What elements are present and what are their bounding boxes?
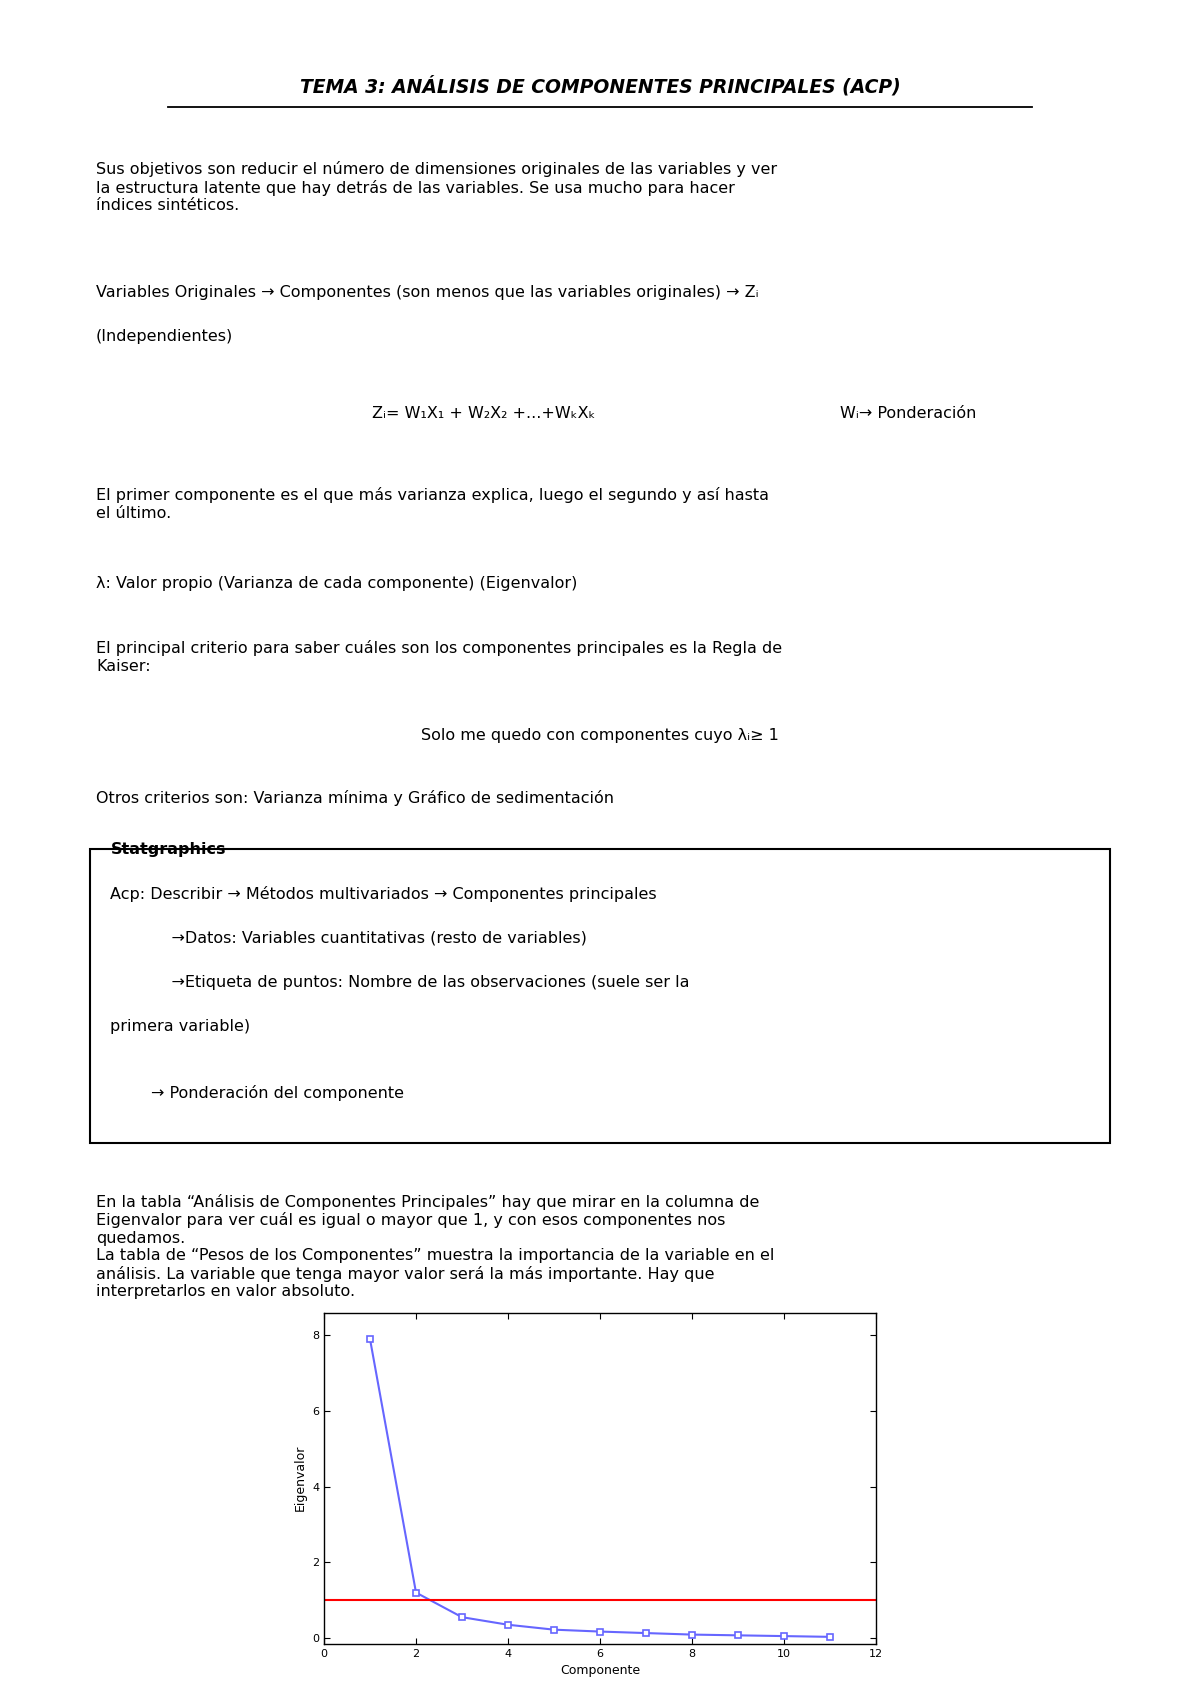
Text: Gráfica de Sedimentación: Gráfica de Sedimentación — [514, 1414, 686, 1428]
Text: Acp: Describir → Métodos multivariados → Componentes principales: Acp: Describir → Métodos multivariados →… — [110, 886, 658, 902]
Text: TEMA 3: ANÁLISIS DE COMPONENTES PRINCIPALES (ACP): TEMA 3: ANÁLISIS DE COMPONENTES PRINCIPA… — [300, 76, 900, 97]
Text: primera variable): primera variable) — [110, 1019, 251, 1034]
Text: Wᵢ→ Ponderación: Wᵢ→ Ponderación — [840, 406, 977, 421]
Text: Otros criterios son: Varianza mínima y Gráfico de sedimentación: Otros criterios son: Varianza mínima y G… — [96, 790, 614, 805]
Text: Solo me quedo con componentes cuyo λᵢ≥ 1: Solo me quedo con componentes cuyo λᵢ≥ 1 — [421, 728, 779, 744]
Text: (Independientes): (Independientes) — [96, 329, 233, 345]
X-axis label: Componente: Componente — [560, 1664, 640, 1678]
Text: →Datos: Variables cuantitativas (resto de variables): →Datos: Variables cuantitativas (resto d… — [110, 931, 587, 946]
Text: →Etiqueta de puntos: Nombre de las observaciones (suele ser la: →Etiqueta de puntos: Nombre de las obser… — [110, 975, 690, 990]
Text: λ: Valor propio (Varianza de cada componente) (Eigenvalor): λ: Valor propio (Varianza de cada compon… — [96, 576, 577, 591]
Text: En la tabla “Análisis de Componentes Principales” hay que mirar en la columna de: En la tabla “Análisis de Componentes Pri… — [96, 1194, 774, 1299]
Text: El primer componente es el que más varianza explica, luego el segundo y así hast: El primer componente es el que más varia… — [96, 487, 769, 521]
Bar — [90, 849, 1110, 1143]
Text: Zᵢ= W₁X₁ + W₂X₂ +...+WₖXₖ: Zᵢ= W₁X₁ + W₂X₂ +...+WₖXₖ — [372, 406, 595, 421]
Text: Variables Originales → Componentes (son menos que las variables originales) → Zᵢ: Variables Originales → Componentes (son … — [96, 285, 758, 301]
Text: Statgraphics: Statgraphics — [110, 842, 226, 857]
Y-axis label: Eigenvalor: Eigenvalor — [294, 1445, 306, 1511]
Text: → Ponderación del componente: → Ponderación del componente — [110, 1085, 404, 1100]
Text: Sus objetivos son reducir el número de dimensiones originales de las variables y: Sus objetivos son reducir el número de d… — [96, 161, 778, 214]
Text: El principal criterio para saber cuáles son los componentes principales es la Re: El principal criterio para saber cuáles … — [96, 640, 782, 674]
